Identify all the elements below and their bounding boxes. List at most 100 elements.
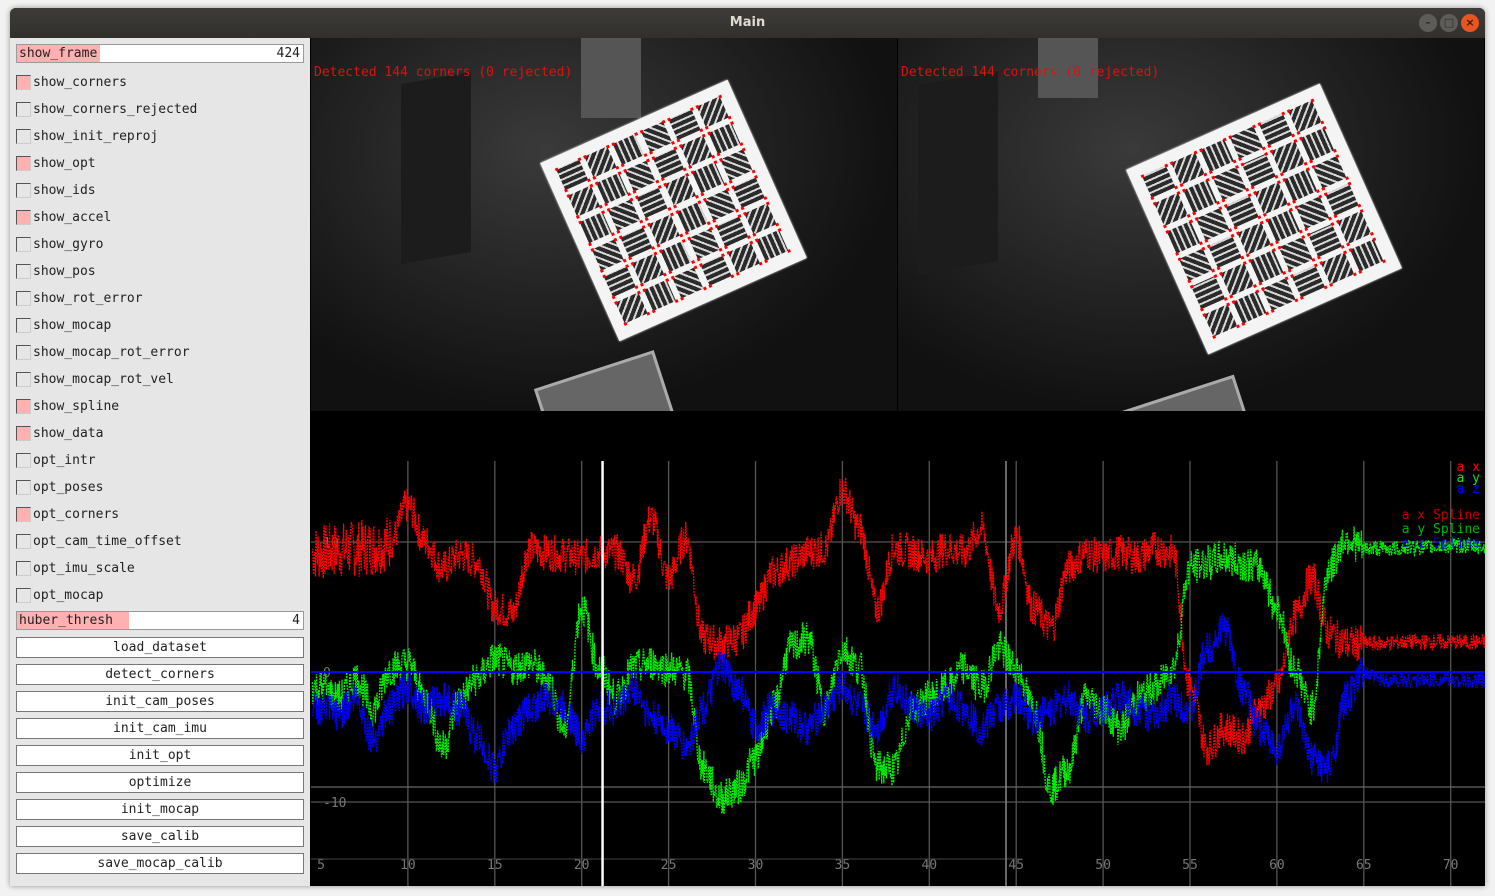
- save-mocap-calib-button[interactable]: save_mocap_calib: [16, 853, 304, 874]
- checkbox-show-ids[interactable]: show_ids: [16, 180, 96, 200]
- detected-corner: [1282, 270, 1287, 275]
- detected-corner: [702, 286, 707, 291]
- checkbox-show-mocap[interactable]: show_mocap: [16, 315, 111, 335]
- checkbox-box[interactable]: [16, 236, 31, 252]
- checkbox-label: opt_cam_time_offset: [33, 533, 182, 549]
- checkbox-box[interactable]: [16, 479, 31, 495]
- checkbox-show-mocap-rot-error[interactable]: show_mocap_rot_error: [16, 342, 190, 362]
- detected-corner: [1186, 213, 1191, 218]
- detected-corner: [1304, 227, 1309, 232]
- detected-corner: [740, 205, 745, 210]
- detected-corner: [764, 259, 769, 264]
- detected-corner: [1252, 124, 1257, 129]
- detected-corner: [643, 153, 648, 158]
- load-dataset-button[interactable]: load_dataset: [16, 637, 304, 658]
- checkbox-show-data[interactable]: show_data: [16, 423, 103, 443]
- checkbox-opt-cam-time-offset[interactable]: opt_cam_time_offset: [16, 531, 182, 551]
- checkbox-box[interactable]: [16, 506, 31, 522]
- checkbox-show-corners[interactable]: show_corners: [16, 72, 127, 92]
- detected-corner: [741, 147, 746, 152]
- checkbox-box[interactable]: [16, 533, 31, 549]
- checkbox-box[interactable]: [16, 263, 31, 279]
- checkbox-box[interactable]: [16, 209, 31, 225]
- detected-corner: [1289, 207, 1294, 212]
- checkbox-box[interactable]: [16, 398, 31, 414]
- detected-corner: [656, 243, 661, 248]
- checkbox-show-opt[interactable]: show_opt: [16, 153, 96, 173]
- checkbox-box[interactable]: [16, 587, 31, 603]
- checkbox-label: show_gyro: [33, 236, 104, 252]
- checkbox-show-gyro[interactable]: show_gyro: [16, 234, 103, 254]
- init-mocap-button[interactable]: init_mocap: [16, 799, 304, 820]
- checkbox-box[interactable]: [16, 344, 31, 360]
- detected-corner: [713, 160, 718, 165]
- checkbox-box[interactable]: [16, 452, 31, 468]
- maximize-button[interactable]: □: [1440, 14, 1458, 32]
- aprilgrid-tag: [1266, 209, 1301, 243]
- init-cam-imu-button[interactable]: init_cam_imu: [16, 718, 304, 739]
- checkbox-show-init-reproj[interactable]: show_init_reproj: [16, 126, 158, 146]
- detect-corners-button[interactable]: detect_corners: [16, 664, 304, 685]
- checkbox-show-mocap-rot-vel[interactable]: show_mocap_rot_vel: [16, 369, 174, 389]
- aprilgrid-tag: [631, 253, 664, 285]
- optimize-button[interactable]: optimize: [16, 772, 304, 793]
- aprilgrid-tag: [1241, 154, 1276, 187]
- aprilgrid-tag: [1232, 290, 1267, 324]
- checkbox-label: show_mocap_rot_error: [33, 344, 190, 360]
- checkbox-show-spline[interactable]: show_spline: [16, 396, 119, 416]
- checkbox-box[interactable]: [16, 371, 31, 387]
- x-tick-label: 70: [1443, 858, 1459, 873]
- detected-corner: [1228, 228, 1233, 233]
- aprilgrid-tag: [1325, 183, 1359, 217]
- checkbox-box[interactable]: [16, 182, 31, 198]
- detected-corner: [1265, 311, 1270, 316]
- detected-corner: [624, 263, 629, 268]
- close-button[interactable]: ×: [1461, 14, 1479, 32]
- checkbox-box[interactable]: [16, 74, 31, 90]
- detected-corner: [599, 268, 604, 273]
- aprilgrid-tag: [591, 239, 624, 271]
- detected-corner: [718, 94, 723, 99]
- detected-corner: [1250, 185, 1255, 190]
- checkbox-box[interactable]: [16, 290, 31, 306]
- slider-value: 424: [276, 46, 300, 61]
- checkbox-opt-corners[interactable]: opt_corners: [16, 504, 119, 524]
- checkbox-show-accel[interactable]: show_accel: [16, 207, 111, 227]
- checkbox-label: show_mocap: [33, 317, 112, 333]
- show-frame-slider[interactable]: show_frame 424: [16, 44, 304, 63]
- detected-corner: [1230, 233, 1235, 238]
- save-calib-button[interactable]: save_calib: [16, 826, 304, 847]
- aprilgrid-tag: [732, 176, 765, 208]
- checkbox-box[interactable]: [16, 425, 31, 441]
- init-cam-poses-button[interactable]: init_cam_poses: [16, 691, 304, 712]
- checkbox-box[interactable]: [16, 101, 31, 117]
- checkbox-box[interactable]: [16, 155, 31, 171]
- checkbox-opt-intr[interactable]: opt_intr: [16, 450, 96, 470]
- detected-corner: [1357, 203, 1362, 208]
- detected-corner: [1242, 261, 1247, 266]
- checkbox-opt-poses[interactable]: opt_poses: [16, 477, 103, 497]
- checkbox-label: show_data: [33, 425, 104, 441]
- init-opt-button[interactable]: init_opt: [16, 745, 304, 766]
- checkbox-show-rot-error[interactable]: show_rot_error: [16, 288, 143, 308]
- checkbox-box[interactable]: [16, 128, 31, 144]
- detected-corner: [1212, 334, 1217, 339]
- monitor: [533, 350, 675, 411]
- checkbox-show-corners-rejected[interactable]: show_corners_rejected: [16, 99, 197, 119]
- checkbox-opt-mocap[interactable]: opt_mocap: [16, 585, 103, 605]
- checkbox-opt-imu-scale[interactable]: opt_imu_scale: [16, 558, 135, 578]
- checkbox-box[interactable]: [16, 560, 31, 576]
- checkbox-show-pos[interactable]: show_pos: [16, 261, 96, 281]
- aprilgrid-tag: [1254, 181, 1288, 215]
- detected-corner: [1275, 240, 1280, 245]
- minimize-button[interactable]: –: [1419, 14, 1437, 32]
- aprilgrid-tag: [1229, 126, 1264, 160]
- huber-thresh-slider[interactable]: huber_thresh 4: [16, 611, 304, 630]
- detected-corner: [610, 231, 615, 236]
- checkbox-box[interactable]: [16, 317, 31, 333]
- detected-corner: [763, 195, 768, 200]
- detected-corner: [1205, 178, 1210, 183]
- detected-corner: [1162, 224, 1167, 229]
